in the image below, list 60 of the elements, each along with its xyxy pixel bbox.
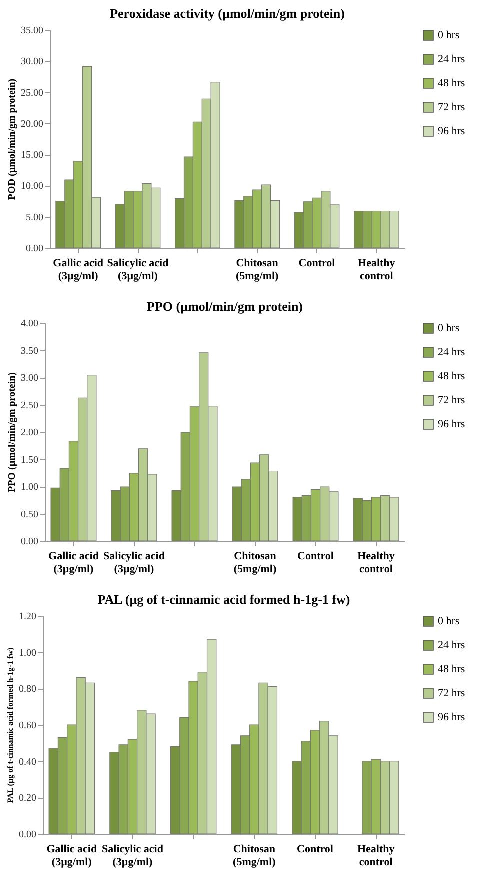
y-tick-label: 1.00 [19, 648, 36, 659]
x-tick-label: Gallic acid (3µg/ml) [48, 550, 99, 576]
chart-title: Peroxidase activity (µmol/min/gm protein) [110, 6, 345, 21]
x-tick-label: Healthy control [357, 844, 396, 868]
legend-label: 48 hrs [438, 78, 466, 90]
y-axis-title: PPO (µmol/min/gm protein) [7, 372, 18, 493]
y-tick-label: 1.00 [21, 482, 38, 493]
x-tick-label: Gallic acid (3µg/ml) [46, 844, 98, 868]
y-tick-label: 0.20 [19, 793, 36, 804]
y-tick-label: 3.50 [21, 346, 38, 357]
legend-label: 48 hrs [438, 370, 466, 382]
legend-label: 96 hrs [438, 418, 466, 430]
y-tick-label: 0.80 [19, 684, 36, 696]
legend-label: 96 hrs [438, 712, 466, 724]
legend-label: 24 hrs [438, 54, 466, 66]
y-tick-label: 0.00 [21, 536, 38, 548]
x-tick-label: Chitosan (5mg/ml) [234, 550, 277, 576]
y-tick-label: 25.00 [21, 88, 44, 99]
legend-label: 24 hrs [438, 640, 466, 652]
chart-title: PPO (µmol/min/gm protein) [146, 299, 304, 314]
x-tick-label: Healthy control [358, 258, 396, 282]
legend-label: 0 hrs [438, 616, 460, 628]
y-tick-label: 1.50 [21, 454, 38, 466]
y-tick-label: 0.40 [19, 756, 36, 768]
x-tick-label: Salicylic acid (3µg/ml) [102, 844, 164, 868]
legend-label: 0 hrs [438, 322, 460, 334]
y-tick-label: 0.50 [21, 509, 38, 520]
x-tick-label: Control [298, 550, 334, 562]
x-tick-label: Salicylic acid (3µg/ml) [104, 550, 165, 576]
y-tick-label: 2.50 [21, 400, 38, 412]
y-axis-title: PAL (µg of t-cinnamic acid formed h-1g-1 fw) [6, 648, 15, 804]
chart-title: PAL (µg of t-cinnamic acid formed h-1g-1 fw) [98, 592, 350, 607]
y-tick-label: 10.00 [21, 181, 44, 192]
y-tick-label: 3.00 [21, 373, 38, 384]
y-tick-label: 0.00 [26, 244, 44, 254]
y-tick-label: 15.00 [21, 150, 44, 162]
y-tick-label: 35.00 [21, 26, 44, 36]
y-tick-label: 30.00 [21, 56, 44, 68]
y-tick-label: 4.00 [21, 318, 38, 330]
x-tick-label: Healthy control [358, 550, 396, 576]
y-tick-label: 5.00 [26, 212, 44, 224]
y-tick-label: 1.20 [19, 612, 36, 622]
x-tick-label: Control [298, 258, 336, 270]
legend-label: 0 hrs [438, 30, 460, 42]
x-tick-label: Control [297, 844, 334, 856]
legend-label: 72 hrs [438, 394, 466, 406]
x-tick-label: Chitosan (5mg/ml) [233, 844, 276, 868]
legend-label: 72 hrs [438, 102, 466, 114]
y-tick-label: 20.00 [21, 118, 44, 130]
y-axis-title: POD (µmol/min/gm protein) [7, 78, 18, 200]
legend-label: 72 hrs [438, 688, 466, 700]
y-tick-label: 0.00 [19, 830, 36, 840]
y-tick-label: 0.60 [19, 720, 36, 732]
x-tick-label: Gallic acid (3µg/ml) [53, 258, 104, 282]
legend-label: 48 hrs [438, 664, 466, 676]
x-tick-label: Salicylic acid (3µg/ml) [107, 258, 169, 282]
y-tick-label: 2.00 [21, 428, 38, 438]
legend-label: 96 hrs [438, 126, 466, 138]
legend-label: 24 hrs [438, 346, 466, 358]
x-tick-label: Chitosan (5mg/ml) [236, 258, 280, 282]
